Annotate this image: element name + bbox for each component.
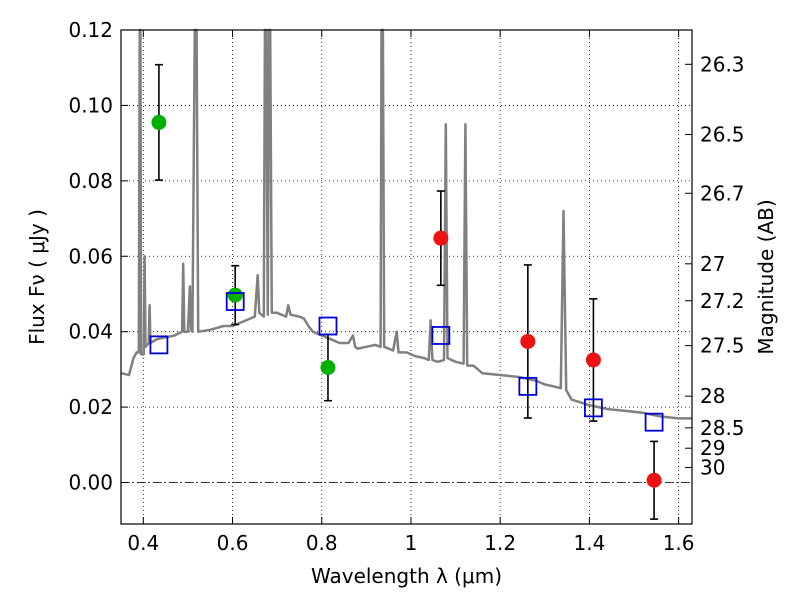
- data-point-square: [644, 412, 664, 432]
- right-tick-label: 29: [700, 436, 725, 460]
- data-point-circle: [646, 472, 662, 488]
- right-tick-label: 28: [700, 384, 725, 408]
- right-axis-title: Magnitude (AB): [754, 199, 778, 354]
- right-tick-label: 26.7: [700, 181, 745, 205]
- y-tick-label: 0.06: [68, 244, 113, 268]
- y-tick-label: 0.02: [68, 395, 113, 419]
- data-point-square: [518, 376, 538, 396]
- data-point-circle: [520, 333, 536, 349]
- right-tick-label: 27.5: [700, 334, 745, 358]
- spectrum-line: [120, 28, 692, 420]
- data-point-square: [149, 335, 169, 355]
- right-tick-label: 26.5: [700, 122, 745, 146]
- data-point-circle: [227, 287, 243, 303]
- data-point-circle: [320, 360, 336, 376]
- data-point-square: [584, 398, 603, 418]
- y-tick-label: 0.10: [68, 93, 113, 117]
- x-tick-label: 1.4: [573, 531, 605, 555]
- x-axis-title: Wavelength λ (μm): [311, 564, 502, 588]
- y-tick-label: 0.00: [68, 471, 113, 495]
- y-axis-title: Flux Fν ( μJy ): [25, 209, 49, 345]
- x-tick-label: 0.8: [306, 531, 338, 555]
- right-tick-label: 30: [700, 455, 725, 479]
- data-point-circle: [433, 230, 449, 246]
- x-tick-label: 1: [405, 531, 418, 555]
- data-point-square: [225, 292, 245, 311]
- y-tick-label: 0.08: [68, 169, 113, 193]
- right-tick-label: 27.2: [700, 289, 745, 313]
- x-tick-label: 1.2: [484, 531, 516, 555]
- spectrum: [120, 28, 692, 420]
- y-tick-label: 0.12: [68, 18, 113, 42]
- x-tick-label: 0.4: [127, 531, 159, 555]
- data-point-square: [431, 326, 451, 345]
- data-point-circle: [151, 114, 167, 130]
- axes: 0.4 0.6 0.8 1 1.2 1.4 1.6 0.00 0.02 0.04 0.06 0.08 0…: [68, 18, 744, 555]
- x-tick-label: 1.6: [663, 531, 695, 555]
- data-point-circle: [585, 352, 601, 368]
- grid: [121, 29, 692, 524]
- right-tick-label: 27: [700, 252, 725, 276]
- x-tick-label: 0.6: [217, 531, 249, 555]
- right-tick-label: 26.3: [700, 52, 745, 76]
- plot-frame: [120, 29, 693, 525]
- data-markers: [149, 114, 664, 488]
- y-tick-label: 0.04: [68, 320, 113, 344]
- data-point-square: [318, 316, 338, 336]
- right-tick-label: 28.5: [700, 416, 745, 440]
